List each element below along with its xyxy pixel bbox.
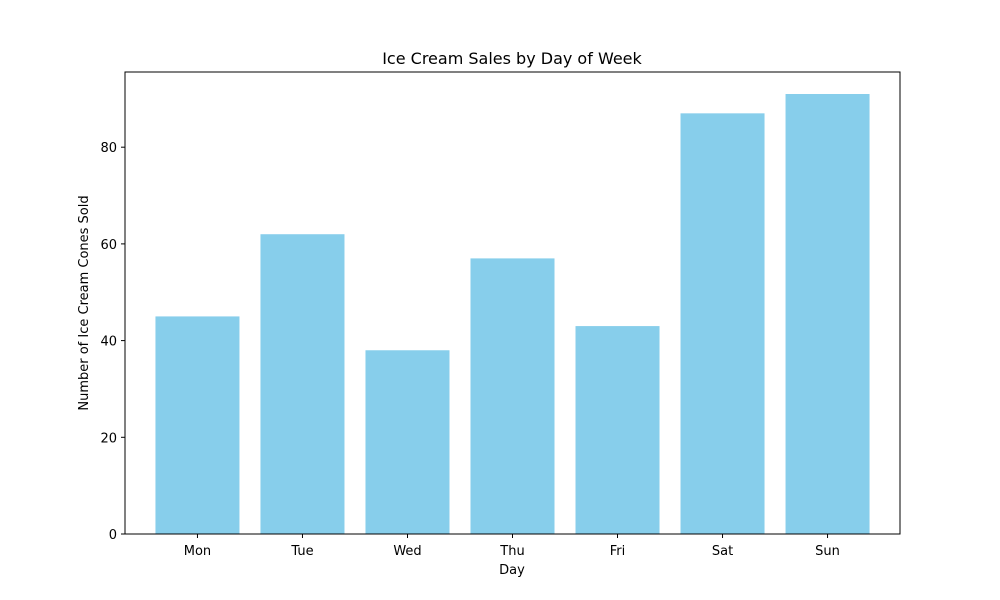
x-tick-label: Mon <box>184 544 211 559</box>
x-tick-label: Sun <box>815 544 840 559</box>
y-tick-label: 80 <box>100 141 117 156</box>
x-tick-label: Tue <box>290 544 313 559</box>
bar-sat <box>680 113 765 534</box>
x-tick-label: Thu <box>499 544 524 559</box>
bar-wed <box>365 350 450 534</box>
y-tick-label: 0 <box>109 528 117 543</box>
plot-frame <box>124 71 901 535</box>
bar-fri <box>575 326 660 534</box>
x-tick-label: Sat <box>712 544 733 559</box>
bar-thu <box>470 258 555 534</box>
x-ticks-group: Mon Tue Wed Thu Fri Sat Sun <box>184 534 840 559</box>
y-tick-label: 40 <box>100 335 117 350</box>
bar-sun <box>785 94 870 534</box>
x-tick-label: Fri <box>610 544 626 559</box>
y-tick-label: 60 <box>100 238 117 253</box>
y-ticks-group: 0 20 40 60 80 <box>100 141 125 543</box>
chart-title: Ice Cream Sales by Day of Week <box>382 49 642 68</box>
y-axis-label: Number of Ice Cream Cones Sold <box>77 195 92 410</box>
bars-group <box>155 94 870 534</box>
x-axis-label: Day <box>499 563 525 578</box>
bar-mon <box>155 316 240 534</box>
bar-tue <box>260 234 345 534</box>
y-tick-label: 20 <box>100 431 117 446</box>
x-tick-label: Wed <box>393 544 421 559</box>
